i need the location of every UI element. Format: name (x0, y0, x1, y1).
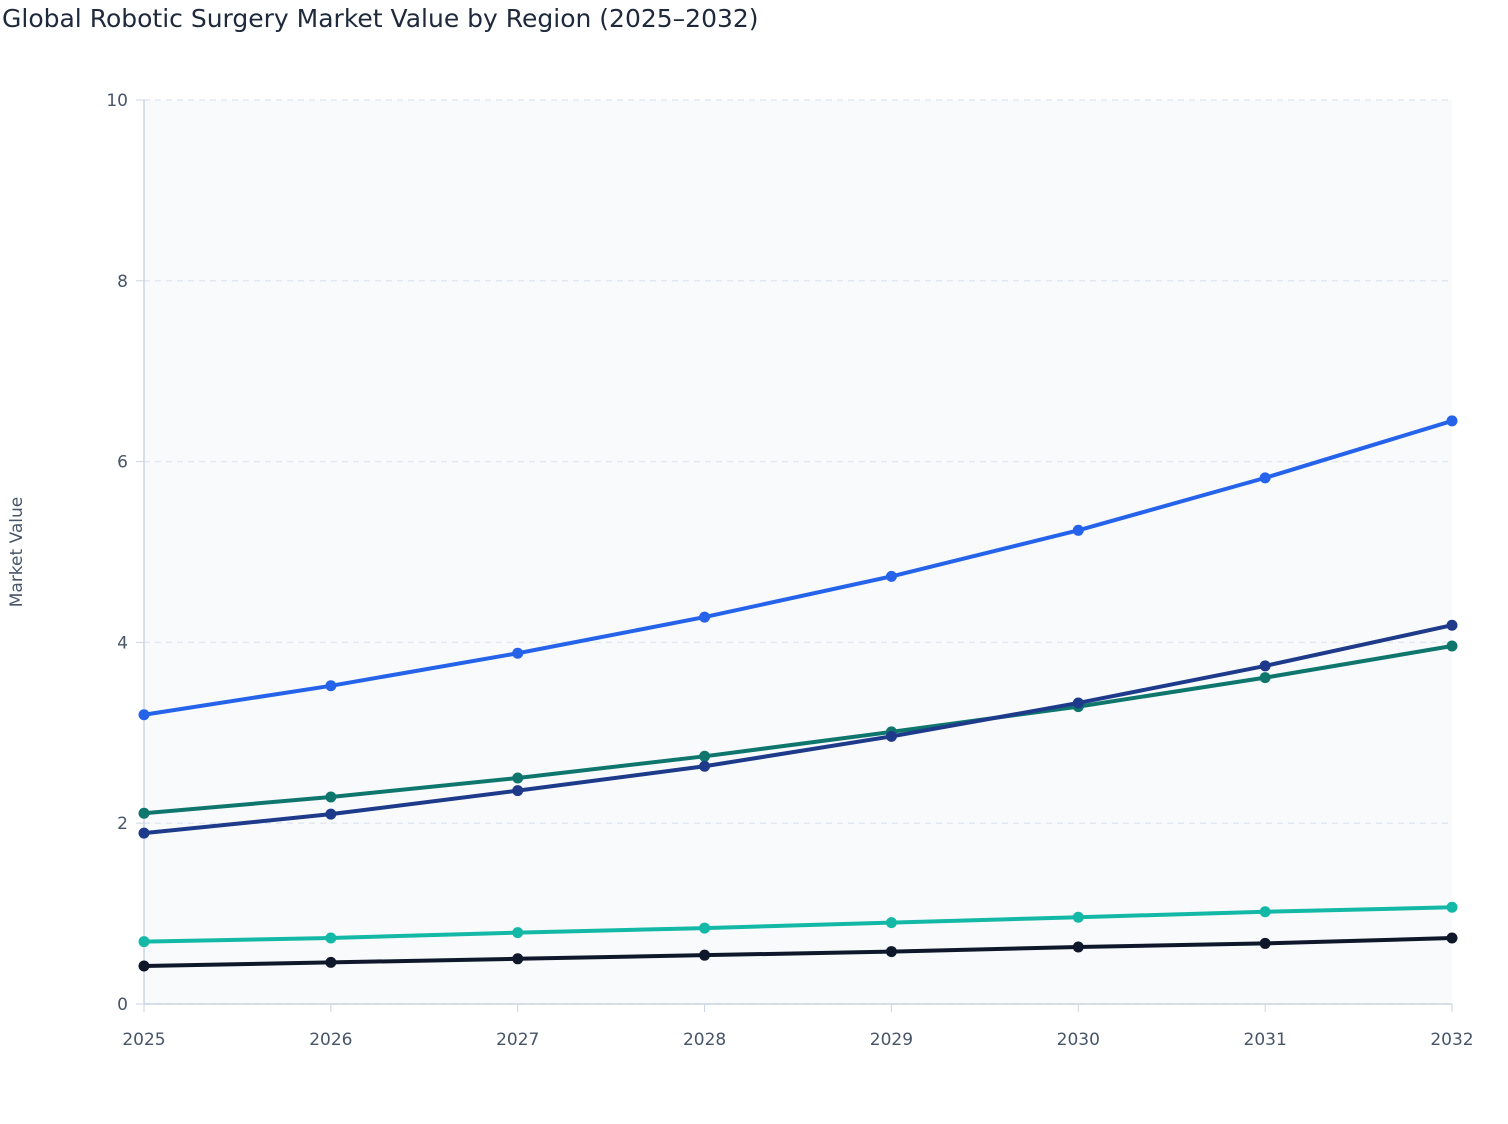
point (138, 936, 150, 948)
x-tick-label: 2029 (870, 1030, 913, 1050)
x-tick-label: 2032 (1430, 1030, 1473, 1050)
point (1072, 524, 1084, 536)
point (138, 709, 150, 721)
point (699, 949, 711, 961)
x-tick-label: 2028 (683, 1030, 726, 1050)
point (512, 772, 524, 784)
y-tick-label: 2 (117, 814, 128, 834)
point (885, 917, 897, 929)
point (512, 927, 524, 939)
point (138, 827, 150, 839)
point (699, 611, 711, 623)
series-line (143, 419, 1453, 717)
x-tick-label: 2026 (309, 1030, 352, 1050)
point (325, 680, 337, 692)
point (1446, 415, 1458, 427)
point (1446, 932, 1458, 944)
point (1446, 619, 1458, 631)
point (885, 730, 897, 742)
point (1072, 697, 1084, 709)
point (512, 785, 524, 797)
y-axis-label: Market Value (7, 497, 27, 608)
point (1259, 660, 1271, 672)
x-tick-label: 2027 (496, 1030, 539, 1050)
point (325, 791, 337, 803)
x-tick-label: 2030 (1057, 1030, 1100, 1050)
point (1446, 901, 1458, 913)
point (325, 956, 337, 968)
point (1072, 911, 1084, 923)
point (885, 946, 897, 958)
point (1259, 937, 1271, 949)
point (512, 953, 524, 965)
series-line (143, 623, 1453, 836)
point (1446, 640, 1458, 652)
plot-background (144, 100, 1452, 1004)
point (699, 922, 711, 934)
y-tick-label: 0 (117, 995, 128, 1015)
y-tick-label: 8 (117, 272, 128, 292)
point (1072, 941, 1084, 953)
series-line (143, 936, 1453, 969)
y-tick-label: 4 (117, 633, 128, 653)
point (1259, 472, 1271, 484)
point (138, 807, 150, 819)
point (699, 750, 711, 762)
x-tick-label: 2031 (1244, 1030, 1287, 1050)
point (1259, 672, 1271, 684)
x-tick-label: 2025 (122, 1030, 165, 1050)
y-tick-label: 6 (117, 453, 128, 473)
point (325, 808, 337, 820)
point (699, 760, 711, 772)
point (1259, 906, 1271, 918)
series-line (143, 644, 1453, 816)
series-line (143, 905, 1453, 944)
point (512, 647, 524, 659)
point (325, 932, 337, 944)
point (885, 570, 897, 582)
y-tick-label: 10 (106, 91, 128, 111)
chart-title: Global Robotic Surgery Market Value by R… (2, 4, 759, 33)
point (138, 960, 150, 972)
